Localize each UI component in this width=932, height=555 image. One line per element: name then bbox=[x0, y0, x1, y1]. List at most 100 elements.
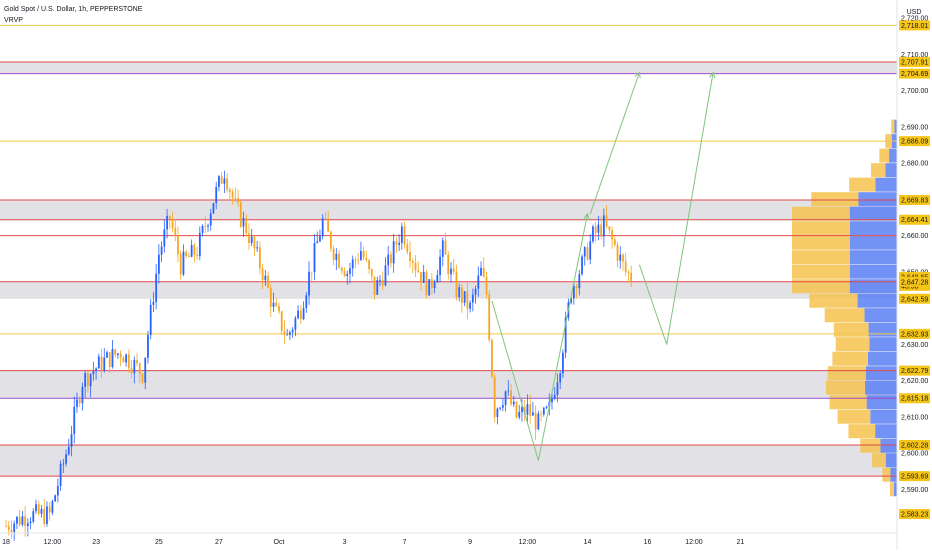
vrvp-bar-down bbox=[849, 221, 897, 236]
zone bbox=[0, 444, 897, 477]
price-label: 2,593.69 bbox=[901, 474, 928, 481]
vrvp-bar-down bbox=[867, 351, 897, 366]
candle-body bbox=[526, 404, 529, 415]
candle-body bbox=[136, 360, 138, 364]
projection-arrowhead bbox=[709, 71, 716, 79]
x-tick-label: 27 bbox=[215, 539, 223, 546]
candle-body bbox=[51, 501, 54, 513]
candle-body bbox=[59, 463, 62, 486]
candle-body bbox=[518, 412, 521, 418]
candle-body bbox=[163, 229, 166, 247]
candle-body bbox=[324, 218, 327, 220]
candle-body bbox=[433, 282, 436, 289]
x-tick-label: 12:00 bbox=[44, 539, 62, 546]
candle-body bbox=[501, 404, 504, 408]
candle-body bbox=[111, 349, 114, 368]
candle-body bbox=[310, 271, 313, 273]
candle-body bbox=[455, 271, 458, 298]
candle-body bbox=[531, 412, 534, 416]
vrvp-bar-down bbox=[870, 409, 897, 424]
candle-body bbox=[253, 236, 256, 249]
candle-body bbox=[289, 332, 291, 335]
candle-body bbox=[149, 304, 152, 335]
vrvp-bar-down bbox=[849, 279, 897, 294]
x-tick-label: 18 bbox=[2, 539, 10, 546]
candle-body bbox=[406, 244, 409, 252]
x-tick-label: 25 bbox=[155, 539, 163, 546]
x-tick-label: 16 bbox=[644, 539, 652, 546]
candle-body bbox=[488, 294, 491, 341]
candle-body bbox=[409, 251, 411, 261]
projection-arrowhead bbox=[634, 71, 641, 79]
price-label: 2,718.01 bbox=[901, 23, 928, 30]
candle-body bbox=[553, 394, 556, 399]
vrvp-bar-up bbox=[891, 119, 895, 134]
candle-body bbox=[608, 226, 611, 231]
candle-body bbox=[286, 334, 289, 336]
price-label-bg bbox=[899, 214, 930, 225]
candle-body bbox=[201, 226, 204, 233]
vrvp-bar-down bbox=[875, 177, 897, 192]
zone bbox=[0, 370, 897, 399]
candle-body bbox=[583, 247, 586, 257]
candle-body bbox=[605, 215, 608, 227]
price-label: 2,686.09 bbox=[901, 139, 928, 146]
candle-body bbox=[365, 258, 368, 261]
candle-body bbox=[127, 354, 130, 369]
candle-body bbox=[450, 268, 452, 275]
vrvp-bar-down bbox=[890, 467, 897, 482]
candle-body bbox=[7, 525, 10, 530]
candle-body bbox=[73, 406, 76, 435]
candle-body bbox=[463, 291, 466, 303]
candle-body bbox=[373, 276, 376, 295]
projections-layer bbox=[491, 71, 716, 461]
candle-body bbox=[242, 218, 245, 227]
candle-body bbox=[466, 291, 469, 309]
x-tick-label: 12:00 bbox=[519, 539, 537, 546]
price-label-bg bbox=[899, 68, 930, 79]
vrvp-bar-down bbox=[893, 482, 897, 497]
candle-body bbox=[313, 243, 316, 272]
candle-body bbox=[177, 235, 179, 255]
vrvp-bar-up bbox=[811, 192, 859, 207]
vrvp-bar-up bbox=[879, 148, 890, 163]
candle-body bbox=[360, 251, 362, 260]
candle-body bbox=[100, 356, 103, 371]
candle-body bbox=[35, 504, 37, 512]
candle-body bbox=[616, 245, 619, 261]
candle-body bbox=[193, 245, 196, 256]
vrvp-bar-up bbox=[832, 351, 868, 366]
candle-body bbox=[515, 401, 518, 418]
vrvp-bar-up bbox=[872, 453, 886, 468]
candle-body bbox=[447, 254, 450, 275]
candle-body bbox=[469, 302, 471, 309]
candle-body bbox=[218, 176, 220, 187]
vrvp-bar-up bbox=[827, 366, 866, 381]
candle-body bbox=[624, 261, 627, 272]
price-label-bg bbox=[899, 439, 930, 450]
candle-body bbox=[198, 232, 201, 256]
price-label-bg bbox=[899, 393, 930, 404]
indicator-label[interactable]: VRVP bbox=[4, 17, 23, 24]
candle-body bbox=[349, 268, 351, 274]
candle-body bbox=[387, 254, 390, 266]
volume-profile bbox=[792, 119, 897, 497]
candle-body bbox=[302, 308, 305, 320]
candle-body bbox=[48, 506, 51, 513]
candle-body bbox=[76, 399, 78, 407]
vrvp-bar-up bbox=[792, 206, 850, 221]
candle-body bbox=[207, 225, 209, 227]
candle-body bbox=[133, 360, 136, 374]
price-label: 2,632.93 bbox=[901, 331, 928, 338]
vrvp-bar-down bbox=[857, 293, 897, 308]
candle-body bbox=[152, 301, 155, 305]
candle-body bbox=[354, 259, 357, 261]
candle-body bbox=[564, 317, 567, 353]
candle-body bbox=[589, 241, 592, 260]
candle-body bbox=[78, 399, 81, 404]
candle-body bbox=[581, 256, 583, 275]
candle-body bbox=[551, 398, 553, 403]
candle-body bbox=[261, 268, 264, 281]
